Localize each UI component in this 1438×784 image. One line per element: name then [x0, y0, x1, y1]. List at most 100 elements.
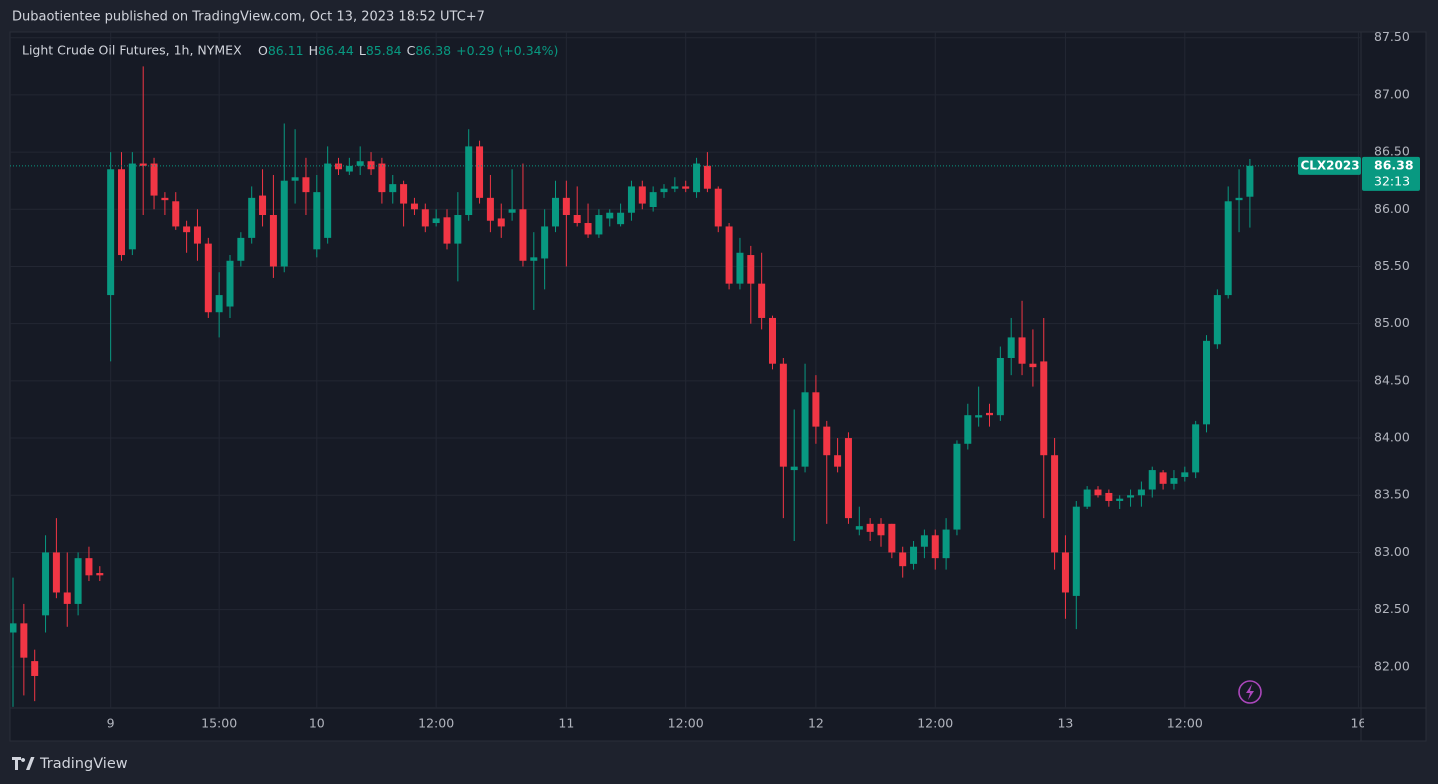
candle-body — [128, 163, 136, 250]
candle-body — [237, 237, 245, 261]
candle-body — [1105, 492, 1113, 501]
candle-body — [801, 392, 809, 467]
candle-body — [1018, 337, 1026, 364]
candle-body — [1040, 361, 1048, 456]
candle-body — [20, 623, 28, 658]
logo-mark — [12, 757, 35, 770]
candle-body — [389, 184, 397, 193]
ohlc-value: 86.44 — [318, 43, 354, 58]
price-tag-label: 86.38 — [1374, 157, 1414, 172]
y-tick-label: 84.00 — [1374, 430, 1410, 445]
symbol-tag — [1298, 156, 1361, 175]
y-tick-label: 82.00 — [1374, 658, 1410, 673]
candle-body — [302, 177, 310, 193]
x-tick-label: 12:00 — [668, 716, 704, 731]
candle-body — [248, 197, 256, 238]
candle-body — [606, 212, 614, 219]
ohlc-value: 85.84 — [366, 43, 402, 58]
candle-body — [1181, 472, 1189, 477]
candle-body — [769, 317, 776, 364]
alert-bolt — [1246, 684, 1254, 700]
ohlc-value: 86.11 — [268, 43, 304, 58]
candle-body — [660, 188, 668, 193]
candle-body — [1246, 165, 1254, 197]
candle-body — [1235, 197, 1243, 201]
candle-body — [823, 426, 831, 456]
candle-body — [421, 209, 429, 227]
candle-body — [920, 535, 928, 547]
candle-body — [1094, 489, 1102, 496]
candle-body — [443, 217, 451, 244]
candle-body — [888, 523, 896, 553]
candle-body — [139, 163, 147, 166]
candle-body — [790, 466, 798, 471]
candle-body — [476, 146, 484, 198]
legend: Light Crude Oil Futures, 1h, NYMEX O86.1… — [22, 43, 558, 58]
candle-body — [855, 526, 863, 530]
candle-body — [183, 226, 191, 233]
candle-body — [31, 661, 39, 676]
candle-body — [519, 209, 527, 261]
ohlc-label: C — [407, 43, 416, 58]
candle-body — [508, 209, 516, 213]
candle-body — [931, 535, 939, 559]
candle-body — [1061, 552, 1069, 593]
price-axis: 82.00 82.50 83.00 83.50 84.00 84.50 85.00 85.50… — [1374, 29, 1410, 673]
candle-body — [1072, 506, 1080, 596]
y-tick-label: 84.50 — [1374, 372, 1410, 387]
candle-body — [335, 163, 342, 170]
candle-body — [562, 197, 570, 216]
candle-body — [215, 295, 223, 313]
candle-body — [204, 243, 212, 313]
candle-body — [552, 197, 559, 227]
candle-body — [834, 455, 842, 467]
y-tick-label: 82.50 — [1374, 601, 1410, 616]
footer-brand: TradingView — [39, 756, 128, 772]
ohlc-label: L — [359, 43, 366, 58]
y-tick-label: 87.00 — [1374, 86, 1410, 101]
candle-body — [942, 529, 950, 559]
chart-pane — [9, 31, 1427, 742]
candle-body — [964, 415, 972, 444]
grid — [10, 32, 1361, 708]
y-tick-label: 85.50 — [1374, 258, 1410, 273]
candle-body — [1159, 472, 1167, 484]
candle-body — [1192, 424, 1200, 473]
candle-body — [703, 165, 711, 189]
candle-body — [259, 195, 267, 216]
candle-body — [432, 218, 440, 224]
candle-body — [1051, 455, 1059, 553]
candle-body — [1170, 478, 1178, 484]
x-tick-label: 12:00 — [1167, 716, 1203, 731]
candle-body — [1127, 495, 1135, 498]
candle-body — [400, 184, 408, 204]
candle-body — [714, 188, 722, 227]
candle-body — [10, 623, 17, 633]
candle-body — [1116, 498, 1124, 501]
candle-body — [1007, 337, 1015, 358]
candle-body — [899, 552, 907, 567]
ohlc-label: O — [258, 43, 268, 58]
y-tick-label: 83.00 — [1374, 544, 1410, 559]
candle-body — [107, 169, 115, 296]
candle-body — [226, 260, 234, 307]
candle-body — [986, 412, 993, 416]
candle-body — [172, 201, 180, 227]
candle-body — [595, 215, 603, 235]
candles — [10, 66, 1361, 707]
candle-body — [747, 255, 755, 284]
candle-body — [345, 165, 353, 172]
alert-icon[interactable] — [1238, 680, 1262, 704]
candle-body — [975, 415, 983, 418]
x-tick-label: 16 — [1350, 716, 1366, 731]
candle-body — [693, 163, 701, 193]
symbol-title: Light Crude Oil Futures, 1h, NYMEX — [22, 43, 242, 58]
candle-body — [758, 283, 766, 318]
candle-body — [193, 226, 201, 244]
candle-body — [627, 186, 635, 213]
candle-body — [454, 215, 462, 244]
change-label: +0.29 (+0.34%) — [456, 43, 558, 58]
candle-body — [313, 192, 321, 250]
time-axis: 9 15:00 10 12:00 11 12:00 12 12:00 13 12:00 16 — [107, 716, 1366, 731]
candle-body — [736, 252, 744, 284]
